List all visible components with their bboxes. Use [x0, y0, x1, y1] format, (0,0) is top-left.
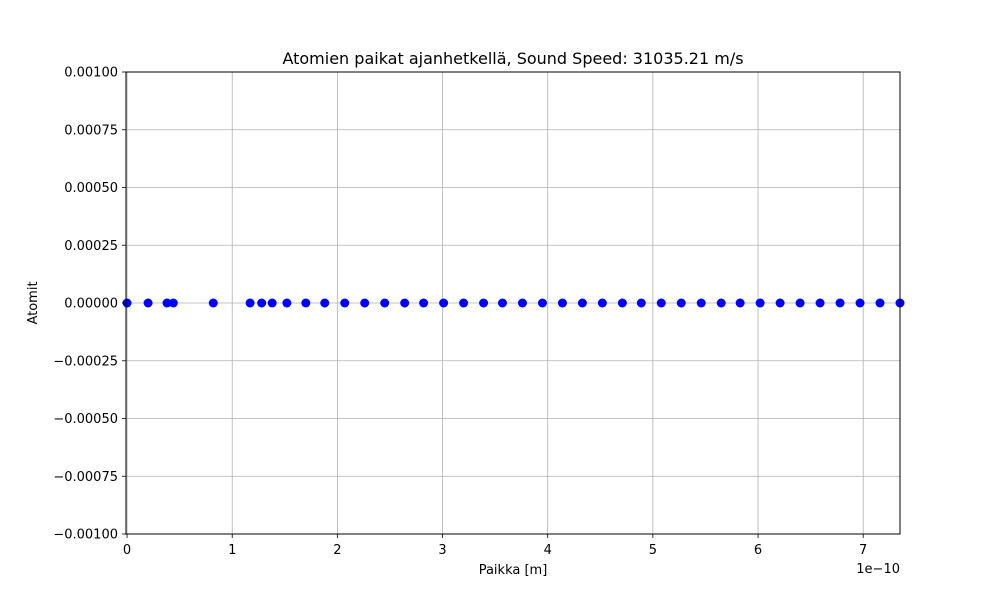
data-point: [755, 298, 765, 308]
data-point: [716, 298, 726, 308]
x-tick-label: 6: [754, 543, 762, 558]
x-axis-ticks: 0 1 2 3 4 5 6 7: [123, 534, 867, 558]
y-axis-ticks: −0.00100 −0.00075 −0.00050 −0.00025 0.00000 0…: [53, 66, 126, 543]
data-point: [656, 298, 666, 308]
y-tick-label: 0.00000: [64, 297, 118, 312]
data-point: [636, 298, 646, 308]
chart-title: Atomien paikat ajanhetkellä, Sound Speed…: [282, 49, 743, 68]
x-axis-label: Paikka [m]: [479, 563, 548, 578]
data-point: [775, 298, 785, 308]
y-tick-label: −0.00025: [53, 354, 118, 369]
data-point: [537, 298, 547, 308]
x-tick-label: 3: [438, 543, 446, 558]
x-tick-label: 5: [649, 543, 657, 558]
data-point: [245, 298, 255, 308]
x-tick-label: 2: [333, 543, 341, 558]
data-point: [320, 298, 330, 308]
data-point: [380, 298, 390, 308]
data-point: [267, 298, 277, 308]
data-point: [143, 298, 153, 308]
data-point: [479, 298, 489, 308]
data-point: [676, 298, 686, 308]
data-point: [617, 298, 627, 308]
x-tick-label: 4: [544, 543, 552, 558]
data-points: [122, 298, 905, 308]
y-tick-label: −0.00050: [53, 412, 118, 427]
data-point: [557, 298, 567, 308]
data-point: [815, 298, 825, 308]
data-point: [597, 298, 607, 308]
data-point: [439, 298, 449, 308]
x-tick-label: 7: [859, 543, 867, 558]
data-point: [577, 298, 587, 308]
y-tick-label: −0.00075: [53, 470, 118, 485]
data-point: [497, 298, 507, 308]
data-point: [419, 298, 429, 308]
data-point: [400, 298, 410, 308]
data-point: [162, 298, 172, 308]
data-point: [735, 298, 745, 308]
data-point: [168, 298, 178, 308]
y-axis-label: Atomit: [26, 281, 41, 324]
y-tick-label: −0.00100: [53, 528, 118, 543]
data-point: [835, 298, 845, 308]
data-point: [257, 298, 267, 308]
data-point: [855, 298, 865, 308]
data-point: [301, 298, 311, 308]
x-axis-offset-label: 1e−10: [856, 562, 900, 577]
x-tick-label: 1: [228, 543, 236, 558]
y-tick-label: 0.00025: [64, 239, 118, 254]
data-point: [340, 298, 350, 308]
y-tick-label: 0.00050: [64, 181, 118, 196]
data-point: [208, 298, 218, 308]
y-tick-label: 0.00100: [64, 66, 118, 81]
data-point: [875, 298, 885, 308]
data-point: [795, 298, 805, 308]
data-point: [282, 298, 292, 308]
data-point: [459, 298, 469, 308]
data-point: [696, 298, 706, 308]
y-tick-label: 0.00075: [64, 123, 118, 138]
data-point: [122, 298, 132, 308]
x-tick-label: 0: [123, 543, 131, 558]
data-point: [360, 298, 370, 308]
data-point: [517, 298, 527, 308]
